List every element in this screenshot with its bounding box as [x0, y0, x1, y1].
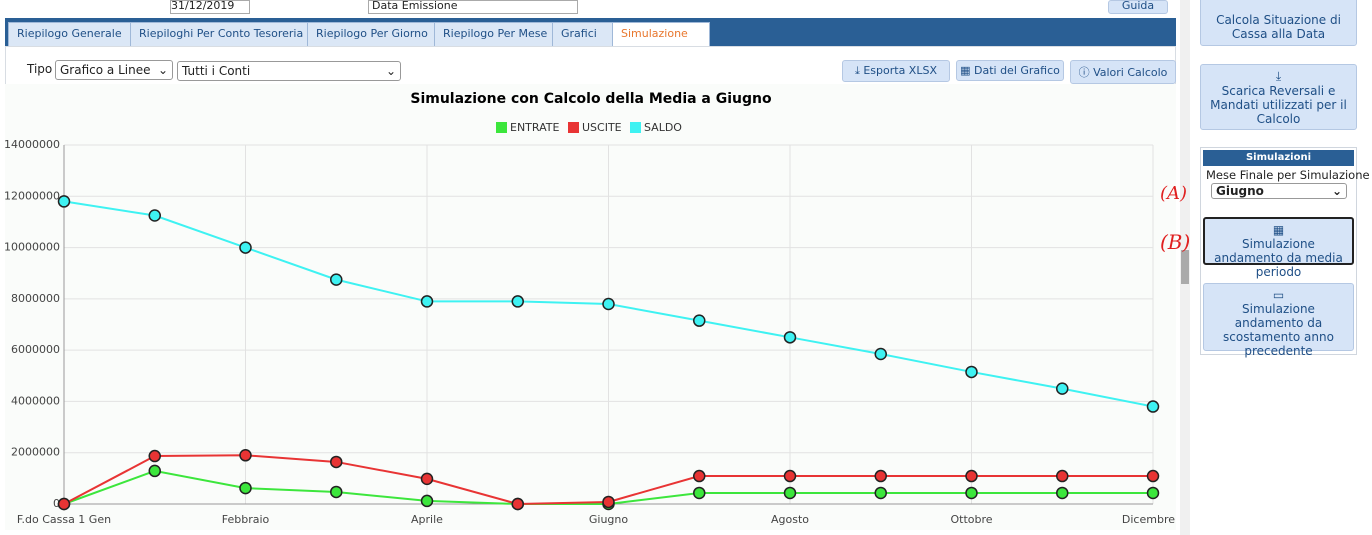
point [693, 469, 706, 483]
point [420, 295, 434, 308]
sim-panel [1200, 147, 1357, 355]
field: Data Emissione [372, 0, 458, 12]
y-tick-label: 6000000 [11, 343, 60, 356]
x-tick-label: Febbraio [222, 513, 270, 526]
download-button[interactable]: ⤓ Scarica Reversali e Mandati utilizzati … [1200, 64, 1357, 130]
calc-button[interactable]: Calcola Situazione di Cassa alla Data [1200, 0, 1357, 46]
legend-swatch [568, 122, 579, 133]
y-tick-label: 4000000 [11, 394, 60, 407]
x-tick-label: Dicembre [1122, 513, 1175, 526]
y-tick-label: 14000000 [5, 138, 60, 151]
point [693, 314, 706, 327]
y-tick-label: 10000000 [5, 241, 60, 254]
month-value: Giugno [1216, 184, 1264, 198]
point [511, 497, 524, 511]
point [239, 481, 252, 495]
data-button[interactable]: ▦ Dati del Grafico [956, 60, 1064, 81]
scroll-thumb[interactable] [1181, 250, 1189, 284]
type-select[interactable]: Grafico a Linee ⌄ [55, 60, 173, 80]
month-select[interactable]: Giugno ⌄ [1211, 183, 1347, 199]
sim-media-button[interactable]: ▦ Simulazione andamento da media periodo [1203, 217, 1354, 279]
values-button[interactable]: ⓘ Valori Calcolo [1070, 60, 1176, 84]
legend-swatch [630, 122, 641, 133]
point [693, 486, 706, 500]
x-tick-label: Giugno [589, 513, 629, 526]
annotation-a: (A) [1160, 183, 1188, 204]
help-button[interactable]: Guida [1108, 0, 1168, 14]
field-select[interactable]: Data Emissione [368, 0, 578, 14]
y-tick-label: 2000000 [11, 446, 60, 459]
annotation-b: (B) [1160, 230, 1191, 254]
point [783, 331, 797, 344]
point [874, 486, 887, 500]
y-tick-label: 8000000 [11, 292, 60, 305]
point [874, 469, 887, 483]
panel-title: Simulazioni [1203, 150, 1354, 166]
type-label: Tipo [27, 62, 53, 76]
values-label: Valori Calcolo [1093, 66, 1168, 79]
legend-label: USCITE [582, 121, 622, 134]
sim-scost-button[interactable]: ▭ Simulazione andamento da scostamento an… [1203, 283, 1354, 358]
legend-label: SALDO [644, 121, 682, 134]
point [1056, 469, 1069, 483]
point [783, 486, 797, 500]
sim-scost-label: Simulazione andamento da scostamento ann… [1223, 302, 1334, 358]
point [148, 209, 161, 222]
export-label: Esporta XLSX [863, 64, 937, 77]
point [1146, 469, 1160, 483]
point [57, 497, 71, 511]
point [330, 455, 343, 469]
x-tick-label: Ottobre [950, 513, 992, 526]
point [330, 485, 343, 499]
point [420, 472, 434, 486]
x-tick-label: Aprile [411, 513, 443, 526]
chart: Simulazione con Calcolo della Media a Gi… [5, 84, 1176, 530]
point [965, 486, 978, 500]
point [420, 494, 434, 508]
y-tick-label: 0 [53, 497, 60, 510]
point [1056, 486, 1069, 500]
account-select[interactable]: Tutti i Conti ⌄ [177, 61, 401, 81]
point [511, 295, 524, 308]
date-input[interactable]: 31/12/2019 [170, 0, 250, 14]
data-label: Dati del Grafico [974, 64, 1060, 77]
tab[interactable]: Riepiloghi Per Conto Tesoreria [130, 22, 321, 55]
point [148, 464, 161, 478]
sim-media-label: Simulazione andamento da media periodo [1214, 237, 1343, 279]
y-tick-label: 12000000 [5, 189, 60, 202]
point [239, 449, 252, 462]
point [602, 495, 615, 509]
date: 31/12/2019 [171, 0, 235, 12]
point [57, 195, 71, 208]
point [602, 297, 615, 311]
account-value: Tutti i Conti [182, 64, 251, 78]
point [1146, 486, 1160, 500]
point [239, 241, 252, 254]
month-label: Mese Finale per Simulazione [1206, 168, 1370, 182]
point [965, 469, 978, 483]
point [965, 365, 978, 379]
x-tick-label: F.do Cassa 1 Gen [17, 513, 111, 526]
legend-label: ENTRATE [510, 121, 559, 134]
download-label: Scarica Reversali e Mandati utilizzati p… [1210, 84, 1347, 126]
point [330, 273, 343, 286]
legend-swatch [496, 122, 507, 133]
type-value: Grafico a Linee [60, 63, 151, 77]
point [874, 347, 887, 361]
x-tick-label: Agosto [771, 513, 809, 526]
point [148, 449, 161, 463]
point [1056, 382, 1069, 395]
chart-title: Simulazione con Calcolo della Media a Gi… [410, 91, 772, 107]
point [1146, 400, 1160, 413]
point [783, 469, 797, 483]
export-button[interactable]: ⤓ Esporta XLSX [842, 60, 950, 82]
